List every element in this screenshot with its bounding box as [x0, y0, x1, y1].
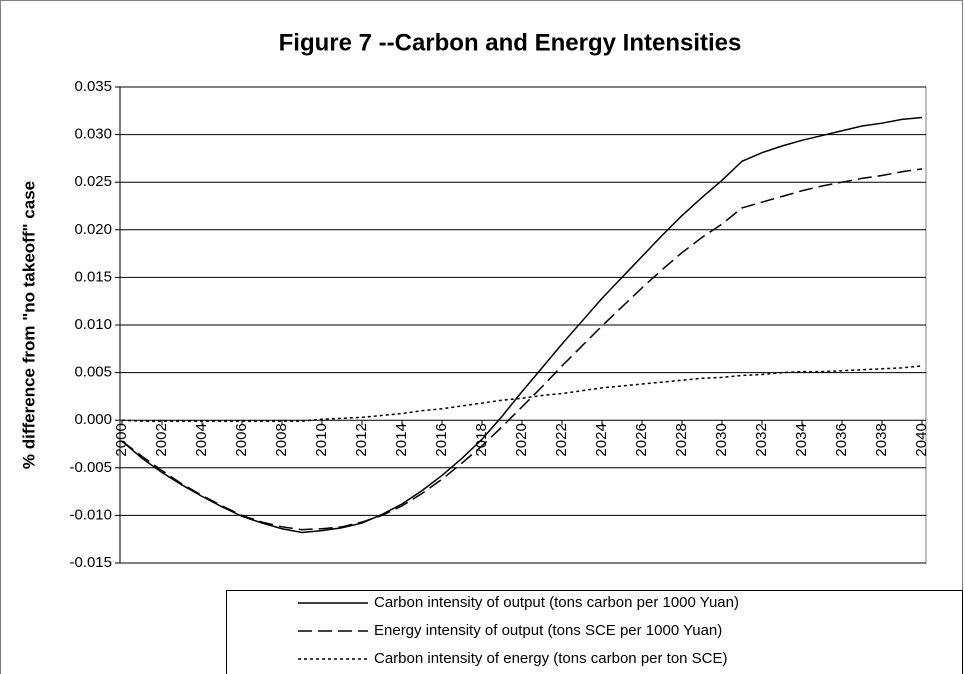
- y-tick-label: -0.010: [69, 506, 112, 523]
- y-tick-label: 0.025: [74, 173, 112, 190]
- legend-label: Carbon intensity of energy (tons carbon …: [374, 650, 728, 667]
- x-tick-label: 2012: [353, 423, 370, 456]
- y-tick-label: 0.020: [74, 221, 112, 238]
- x-tick-label: 2036: [833, 423, 850, 456]
- series-line: [121, 365, 923, 422]
- y-tick-label: 0.035: [74, 78, 112, 95]
- y-tick-label: 0.005: [74, 364, 112, 381]
- x-tick-label: 2022: [553, 423, 570, 456]
- y-tick-label: 0.000: [74, 411, 112, 428]
- series-line: [121, 168, 923, 531]
- x-tick-label: 2020: [513, 423, 530, 456]
- x-tick-label: 2032: [753, 423, 770, 456]
- x-tick-label: 2006: [233, 423, 250, 456]
- x-tick-label: 2024: [593, 423, 610, 456]
- legend-label: Carbon intensity of output (tons carbon …: [374, 594, 739, 611]
- y-tick-label: 0.030: [74, 126, 112, 143]
- x-tick-label: 2028: [673, 423, 690, 456]
- y-axis-label: % difference from "no takeoff" case: [19, 181, 38, 469]
- y-tick-label: -0.005: [69, 459, 112, 476]
- series-line: [121, 116, 923, 534]
- x-tick-label: 2034: [793, 423, 810, 456]
- x-tick-label: 2008: [273, 423, 290, 456]
- x-tick-label: 2010: [313, 423, 330, 456]
- y-tick-label: 0.010: [74, 316, 112, 333]
- legend-label: Energy intensity of output (tons SCE per…: [374, 622, 722, 639]
- x-tick-label: 2004: [193, 423, 210, 456]
- x-tick-label: 2038: [873, 423, 890, 456]
- y-tick-label: 0.015: [74, 268, 112, 285]
- x-tick-label: 2016: [433, 423, 450, 456]
- x-tick-label: 2026: [633, 423, 650, 456]
- x-tick-label: 2030: [713, 423, 730, 456]
- x-tick-label: 2002: [153, 423, 170, 456]
- legend-box: [226, 590, 963, 674]
- chart-title: Figure 7 --Carbon and Energy Intensities: [279, 29, 742, 56]
- x-tick-label: 2000: [113, 423, 130, 456]
- x-tick-label: 2014: [393, 423, 410, 456]
- y-tick-label: -0.015: [69, 554, 112, 571]
- x-tick-label: 2040: [913, 423, 930, 456]
